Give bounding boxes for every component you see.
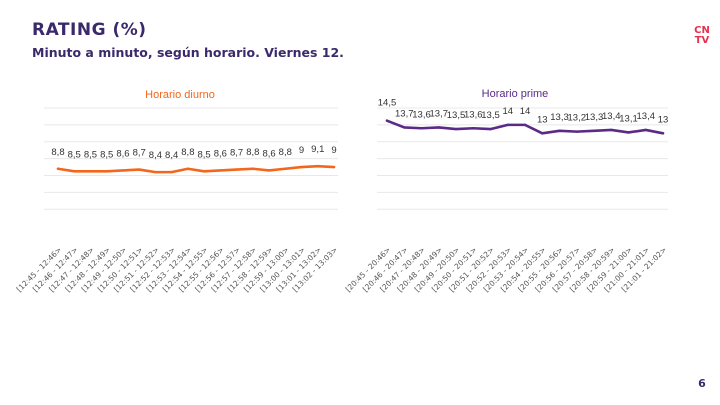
series-title-prime: Horario prime bbox=[482, 88, 549, 100]
data-point bbox=[73, 170, 76, 173]
data-point bbox=[437, 126, 440, 129]
data-label: 13,6 bbox=[412, 109, 431, 120]
data-label: 8,5 bbox=[100, 149, 113, 160]
data-point bbox=[170, 170, 173, 174]
data-point bbox=[523, 123, 527, 127]
data-point bbox=[454, 127, 458, 131]
data-point bbox=[610, 128, 613, 132]
data-label: 9,1 bbox=[311, 144, 324, 155]
data-label: 13,5 bbox=[481, 110, 500, 121]
data-label: 14 bbox=[502, 106, 513, 117]
data-point bbox=[558, 129, 561, 132]
data-label: 8,4 bbox=[149, 150, 162, 161]
data-label: 13,1 bbox=[619, 113, 638, 124]
data-label: 13,2 bbox=[568, 113, 587, 124]
data-point bbox=[489, 127, 492, 131]
cntv-logo: CN TV bbox=[694, 25, 710, 46]
data-label: 9 bbox=[299, 145, 304, 156]
data-label: 13,4 bbox=[602, 111, 621, 122]
data-label: 13,6 bbox=[464, 109, 483, 120]
data-point bbox=[403, 126, 406, 129]
data-label: 13,7 bbox=[395, 108, 414, 119]
data-point bbox=[219, 169, 222, 172]
data-point bbox=[154, 170, 157, 174]
data-point bbox=[235, 168, 238, 171]
data-point bbox=[661, 132, 665, 135]
data-point bbox=[284, 167, 287, 170]
data-label: 8,4 bbox=[165, 150, 178, 161]
data-point bbox=[186, 167, 190, 170]
data-label: 13,3 bbox=[585, 112, 604, 123]
data-point bbox=[121, 169, 125, 172]
data-point bbox=[316, 165, 319, 168]
data-point bbox=[627, 131, 630, 134]
data-point bbox=[472, 127, 475, 130]
data-point bbox=[300, 165, 303, 169]
data-point bbox=[506, 123, 509, 127]
data-label: 8,8 bbox=[246, 147, 259, 158]
data-label: 8,5 bbox=[198, 149, 211, 160]
series-line-diurno bbox=[56, 164, 336, 174]
data-label: 13,3 bbox=[550, 112, 569, 123]
data-label: 8,7 bbox=[133, 148, 146, 159]
data-label: 9 bbox=[331, 145, 336, 156]
data-point bbox=[251, 167, 255, 170]
page-number: 6 bbox=[698, 377, 706, 390]
data-label: 14,5 bbox=[378, 98, 397, 109]
data-label: 8,6 bbox=[214, 148, 227, 159]
page-subtitle: Minuto a minuto, según horario. Viernes … bbox=[32, 45, 344, 60]
data-label: 8,6 bbox=[262, 148, 275, 159]
data-label: 8,8 bbox=[279, 147, 292, 158]
data-point bbox=[89, 170, 92, 173]
data-point bbox=[644, 128, 647, 132]
data-point bbox=[420, 127, 423, 130]
data-point bbox=[332, 165, 336, 169]
data-point bbox=[105, 170, 108, 173]
data-label: 13,4 bbox=[637, 111, 656, 122]
data-label: 8,6 bbox=[116, 148, 129, 159]
data-label: 8,8 bbox=[51, 147, 64, 158]
sidebar-strip bbox=[684, 0, 720, 405]
data-point bbox=[592, 129, 596, 132]
page-title: RATING (%) bbox=[32, 20, 147, 40]
series-title-diurno: Horario diurno bbox=[145, 89, 215, 101]
data-label: 8,5 bbox=[68, 149, 81, 160]
data-point bbox=[385, 119, 389, 122]
data-point bbox=[541, 132, 544, 135]
data-point bbox=[137, 168, 141, 171]
data-label: 8,7 bbox=[230, 148, 243, 159]
data-point bbox=[267, 169, 271, 172]
data-label: 13 bbox=[658, 114, 669, 125]
data-label: 13 bbox=[537, 114, 548, 125]
data-label: 8,5 bbox=[84, 149, 97, 160]
data-label: 8,8 bbox=[181, 147, 194, 158]
data-point bbox=[575, 130, 578, 133]
data-label: 13,5 bbox=[447, 110, 466, 121]
data-label: 13,7 bbox=[430, 108, 449, 119]
data-label: 14 bbox=[520, 106, 531, 117]
data-point bbox=[56, 167, 60, 170]
data-point bbox=[202, 170, 206, 173]
